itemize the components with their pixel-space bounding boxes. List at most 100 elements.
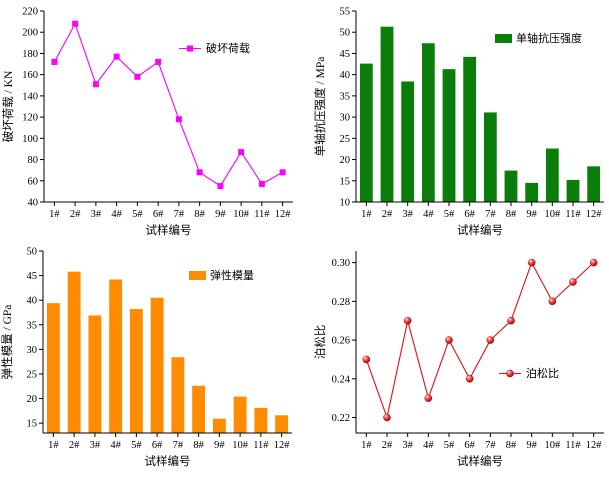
legend-label: 破坏荷载	[206, 41, 250, 55]
y-tick-label: 25	[27, 369, 38, 380]
point-2#	[72, 20, 79, 27]
bar-8#	[504, 170, 518, 202]
y-tick-label: 25	[340, 134, 351, 145]
bar-6#	[463, 56, 477, 203]
y-tick-label: 30	[340, 113, 351, 124]
x-tick-label: 3#	[402, 209, 413, 220]
y-tick-label: 15	[27, 419, 38, 430]
x-tick-label: 2#	[69, 440, 80, 451]
x-tick-label: 3#	[402, 440, 413, 451]
y-tick-label: 80	[28, 155, 39, 166]
x-tick-label: 5#	[131, 440, 142, 451]
bar-3#	[401, 81, 415, 202]
x-tick-label: 5#	[444, 440, 455, 451]
chart-panel-4: 0.22 0.24 0.26 0.28 0.30 1# 2# 3# 4# 5# 6# 7# 8# 9# 10…	[313, 251, 604, 468]
x-tick-label: 1#	[361, 440, 372, 451]
x-tick-label: 10#	[233, 209, 250, 220]
x-tick-label: 4#	[423, 440, 434, 451]
y-axis-title: 弹性模量 / GPa	[0, 305, 14, 380]
series-line	[53, 22, 283, 187]
x-tick-label: 8#	[506, 440, 517, 451]
legend: 泊松比	[499, 366, 559, 380]
bar-12#	[587, 166, 601, 202]
x-tick-label: 11#	[254, 209, 270, 220]
y-tick-label: 0.28	[332, 297, 350, 308]
bar-10#	[233, 396, 247, 433]
legend-swatch	[189, 271, 206, 280]
bar-6#	[150, 297, 164, 433]
chart-panel-3: 15 20 25 30 35 40 45 50 1# 2# 3# 4# 5# 6# 7# 8# 9# 10# 11#…	[0, 247, 292, 468]
x-tick-label: 3#	[90, 440, 101, 451]
chart-panel-1: 40 60 80 100 120 140 160 180 200 220 1# 2# 3# 4# 5# 6# 7…	[1, 7, 293, 237]
x-tick-label: 9#	[526, 440, 537, 451]
x-axis-title: 试样编号	[457, 223, 503, 237]
legend: 破坏荷载	[179, 41, 250, 55]
bar-1#	[46, 303, 60, 433]
x-tick-label: 1#	[48, 440, 59, 451]
point-6#	[155, 58, 162, 65]
y-tick-label: 50	[27, 247, 38, 258]
y-tick-label: 40	[340, 70, 351, 81]
y-tick-label: 15	[340, 176, 351, 187]
x-tick-label: 6#	[152, 440, 163, 451]
x-tick-label: 4#	[423, 209, 434, 220]
point-3#	[403, 316, 412, 325]
x-tick-label: 7#	[174, 209, 185, 220]
y-tick-label: 0.30	[332, 258, 350, 269]
x-tick-label: 2#	[382, 440, 393, 451]
point-4#	[113, 53, 120, 60]
bar-9#	[525, 182, 539, 202]
point-11#	[258, 180, 265, 187]
x-tick-label: 12#	[586, 440, 603, 451]
x-tick-label: 6#	[464, 209, 475, 220]
y-tick-label: 40	[27, 296, 38, 307]
legend-marker	[506, 369, 514, 378]
point-11#	[569, 278, 577, 286]
bar-5#	[129, 309, 143, 433]
y-tick-label: 220	[22, 7, 38, 18]
bar-2#	[380, 26, 394, 203]
bar-10#	[545, 148, 559, 202]
y-tick-label: 0.26	[332, 336, 350, 347]
point-1#	[51, 58, 58, 65]
point-6#	[465, 374, 474, 383]
y-tick-label: 140	[22, 91, 38, 102]
x-tick-label: 8#	[194, 209, 205, 220]
x-tick-label: 2#	[382, 209, 393, 220]
point-5#	[134, 73, 141, 80]
x-tick-label: 6#	[464, 440, 475, 451]
x-tick-label: 1#	[361, 209, 372, 220]
point-8#	[196, 169, 203, 176]
x-tick-label: 11#	[253, 440, 269, 451]
chart-panel-2: 10 15 20 25 30 35 40 45 50 55 1# 2# 3# 4# 5# 6# 7# 8# 9# 10…	[313, 7, 604, 237]
point-8#	[507, 316, 515, 325]
x-tick-label: 11#	[565, 209, 581, 220]
point-9#	[217, 183, 224, 190]
bar-12#	[275, 415, 289, 433]
y-tick-label: 180	[22, 49, 38, 60]
x-tick-label: 4#	[110, 440, 121, 451]
y-tick-label: 40	[28, 198, 39, 209]
bar-11#	[566, 179, 580, 202]
point-3#	[92, 81, 99, 88]
x-tick-label: 8#	[193, 440, 204, 451]
y-tick-label: 60	[28, 176, 39, 187]
bar-5#	[442, 69, 456, 203]
bar-8#	[192, 385, 206, 433]
bar-2#	[67, 271, 81, 433]
point-7#	[175, 116, 182, 123]
legend: 单轴抗压强度	[495, 31, 582, 45]
x-tick-label: 7#	[173, 440, 184, 451]
y-tick-label: 50	[340, 28, 351, 39]
point-2#	[383, 413, 391, 422]
y-tick-label: 45	[340, 49, 351, 60]
x-tick-label: 12#	[586, 209, 603, 220]
bar-4#	[109, 279, 123, 433]
point-5#	[445, 336, 453, 344]
legend-marker	[187, 45, 193, 52]
x-tick-label: 7#	[485, 209, 496, 220]
y-tick-label: 200	[22, 28, 38, 39]
bar-1#	[359, 63, 373, 202]
